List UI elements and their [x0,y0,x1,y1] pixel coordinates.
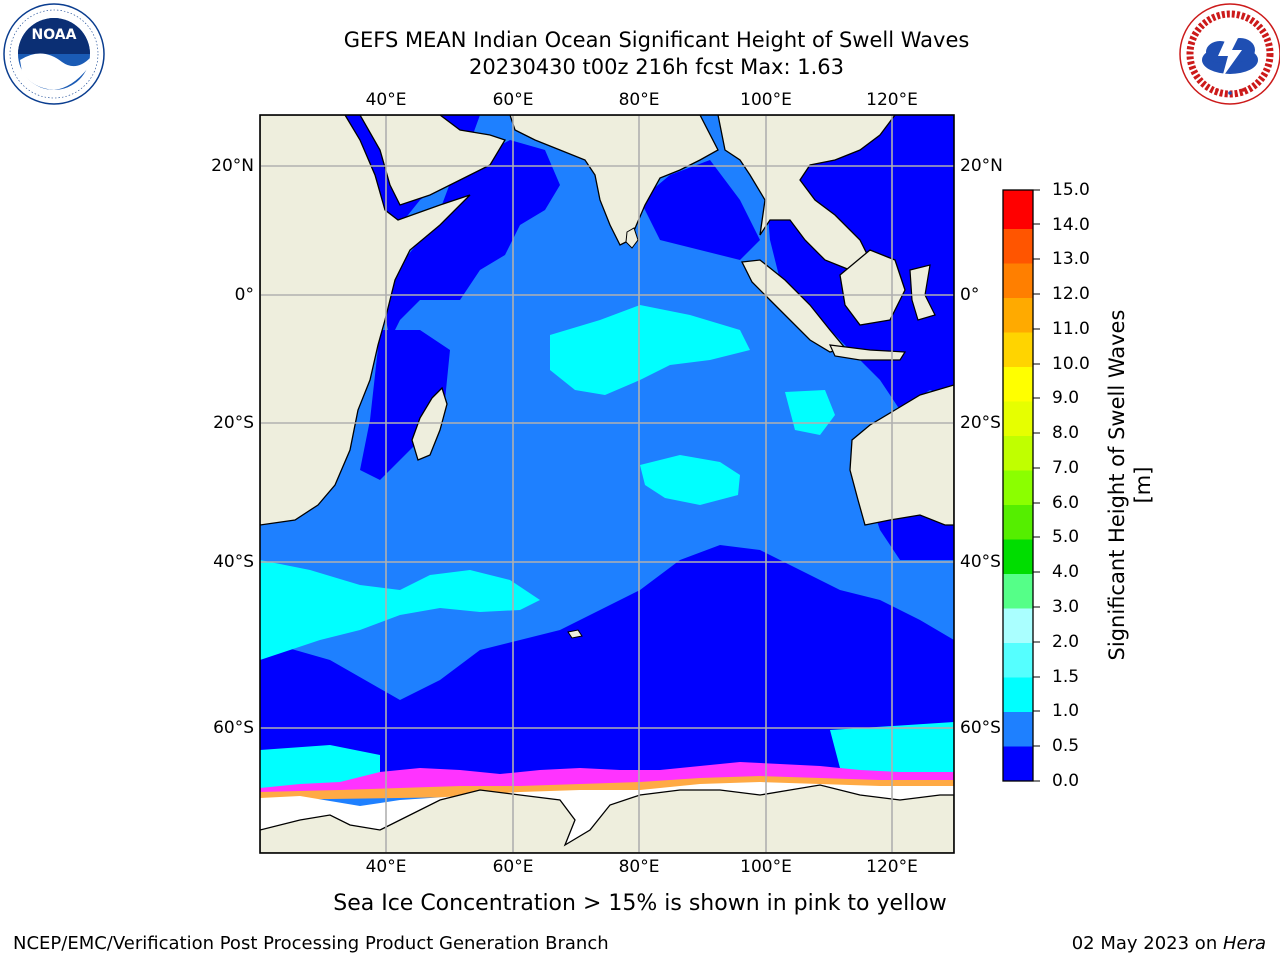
colorbar-label: 0.0 [1052,771,1080,791]
colorbar-label: 1.5 [1052,667,1080,687]
mozambique-channel-calm-region [360,330,450,480]
colorbar-title: Significant Height of Swell Waves [m] [1105,309,1155,661]
lat-tick-left: 20°N [211,156,254,176]
nws-logo [1179,3,1280,105]
colorbar-bin [1003,190,1033,229]
colorbar-label: 15.0 [1052,180,1090,200]
arabian-sea-calm-region [380,140,560,340]
map-frame [259,114,955,854]
colorbar-label: 0.5 [1052,736,1080,756]
borneo-land [839,249,906,326]
colorbar-bin [1003,298,1033,333]
colorbar-label: 4.0 [1052,562,1080,582]
lon-tick-bottom: 40°E [365,857,407,877]
lon-tick-bottom: 60°E [492,857,534,877]
colorbar-bin [1003,332,1033,367]
central-cyan-patch [640,455,740,505]
southwest-cyan-patch [260,560,540,660]
colorbar-bin [1003,746,1033,781]
sea-ice-caption: Sea Ice Concentration > 15% is shown in … [333,891,947,916]
colorbar-bin [1003,470,1033,505]
lon-tick-top: 100°E [740,90,792,110]
bay-of-bengal-calm-region [640,160,760,260]
lat-tick-right: 20°N [960,156,1003,176]
colorbar-frame [1002,189,1034,782]
colorbar-bin [1003,505,1033,540]
colorbar-bin [1003,367,1033,402]
lat-tick-left: 20°S [213,413,254,433]
footer-date-credit: 02 May 2023 on Hera [1072,933,1266,955]
lat-tick-right: 20°S [960,413,1001,433]
colorbar-bin [1003,229,1033,264]
colorbar-bin [1003,263,1033,298]
map-title: GEFS MEAN Indian Ocean Significant Heigh… [343,28,970,52]
colorbar-label: 7.0 [1052,458,1080,478]
lon-tick-bottom: 120°E [866,857,918,877]
madagascar-land [411,386,448,461]
colorbar-label: 13.0 [1052,249,1090,269]
lon-tick-top: 60°E [492,90,534,110]
graticule [260,115,954,853]
equatorial-cyan-patch [550,305,750,395]
lon-tick-top: 80°E [618,90,660,110]
java-land [829,344,907,361]
colorbar-label: 1.0 [1052,701,1080,721]
colorbar-bin [1003,401,1033,436]
colorbar-label: 10.0 [1052,354,1090,374]
lat-tick-left: 0° [234,285,254,305]
colorbar-bin [1003,436,1033,471]
colorbar [1002,189,1040,782]
colorbar-bin [1003,677,1033,712]
colorbar-label: 14.0 [1052,214,1090,235]
india-land [509,115,719,246]
colorbar-label: 12.0 [1052,284,1090,304]
colorbar-bin [1003,712,1033,747]
lon-tick-bottom: 100°E [740,857,792,877]
colorbar-label: 11.0 [1052,319,1090,339]
colorbar-bin [1003,574,1033,609]
sea-ice-orange-band [260,776,954,800]
australia-land [849,384,954,526]
colorbar-label: 3.0 [1052,597,1080,617]
map-field [260,115,954,853]
colorbar-label: 8.0 [1052,423,1080,443]
southwest-cyan-patch-2 [260,745,380,790]
colorbar-bin [1003,539,1033,574]
colorbar-bin [1003,608,1033,643]
colorbar-label: 5.0 [1052,527,1080,547]
lat-tick-right: 60°S [960,718,1001,738]
noaa-logo-text: NOAA [32,27,77,43]
lat-tick-left: 40°S [213,552,254,572]
colorbar-label: 9.0 [1052,388,1080,408]
sulawesi-land [909,264,936,321]
lon-tick-top: 120°E [866,90,918,110]
footer-date: 02 May 2023 on [1071,933,1223,954]
lon-tick-bottom: 80°E [618,857,660,877]
sri-lanka-land [625,227,639,249]
kerguelen-island [567,629,583,639]
colorbar-label: 2.0 [1052,632,1080,652]
map-subtitle: 20230430 t00z 216h fcst Max: 1.63 [469,55,844,79]
noaa-logo: NOAA [3,3,105,105]
colorbar-label: 6.0 [1052,493,1080,513]
lat-tick-right: 0° [960,285,980,305]
colorbar-bin [1003,643,1033,678]
lon-tick-top: 40°E [365,90,407,110]
footer-machine: Hera [1222,933,1266,954]
lat-tick-left: 60°S [213,718,254,738]
lat-tick-right: 40°S [960,552,1001,572]
arabia-land [359,115,506,206]
footer-branch-credit: NCEP/EMC/Verification Post Processing Pr… [13,933,609,954]
